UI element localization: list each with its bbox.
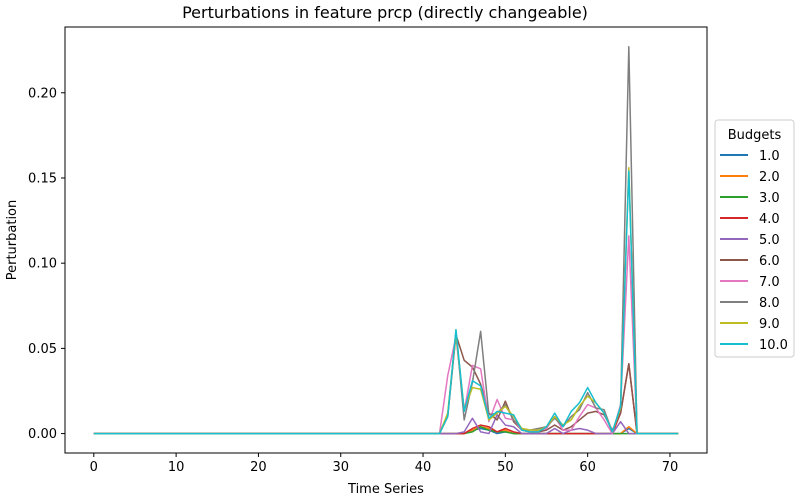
legend-label-8.0: 8.0 <box>759 296 780 311</box>
x-tick-label: 10 <box>168 460 185 475</box>
x-axis: 0 10 20 30 40 50 60 70 <box>90 453 679 475</box>
legend-label-10.0: 10.0 <box>759 338 788 353</box>
x-tick-label: 60 <box>579 460 596 475</box>
y-tick-label: 0.10 <box>28 257 57 272</box>
y-tick-label: 0.15 <box>28 171 57 186</box>
series-line-10.0 <box>93 170 679 435</box>
x-tick-label: 40 <box>415 460 432 475</box>
x-tick-label: 50 <box>497 460 514 475</box>
legend: Budgets 1.0 2.0 3.0 4.0 5.0 6.0 7.0 8.0 9.0 10.0 <box>714 119 795 358</box>
chart-title: Perturbations in feature prcp (directly … <box>182 3 588 22</box>
y-tick-label: 0.05 <box>28 342 57 357</box>
plot-frame <box>64 26 708 454</box>
x-tick-label: 20 <box>250 460 267 475</box>
y-axis: 0.00 0.05 0.10 0.15 0.20 <box>28 86 65 442</box>
legend-label-1.0: 1.0 <box>759 149 780 164</box>
series-layer <box>93 46 679 435</box>
x-tick-label: 30 <box>332 460 349 475</box>
y-axis-label: Perturbation <box>5 200 20 281</box>
x-tick-label: 70 <box>662 460 679 475</box>
legend-label-2.0: 2.0 <box>759 170 780 185</box>
legend-title: Budgets <box>728 128 782 143</box>
series-line-5.0 <box>93 414 679 435</box>
y-tick-label: 0.20 <box>28 86 57 101</box>
legend-label-4.0: 4.0 <box>759 212 780 227</box>
legend-label-9.0: 9.0 <box>759 317 780 332</box>
legend-label-5.0: 5.0 <box>759 233 780 248</box>
legend-frame <box>714 119 795 358</box>
x-axis-label: Time Series <box>347 482 424 497</box>
series-line-2.0 <box>93 426 679 435</box>
y-tick-label: 0.00 <box>28 427 57 442</box>
legend-label-6.0: 6.0 <box>759 254 780 269</box>
x-tick-label: 0 <box>90 460 98 475</box>
legend-label-7.0: 7.0 <box>759 275 780 290</box>
legend-label-3.0: 3.0 <box>759 191 780 206</box>
series-line-3.0 <box>93 426 679 435</box>
